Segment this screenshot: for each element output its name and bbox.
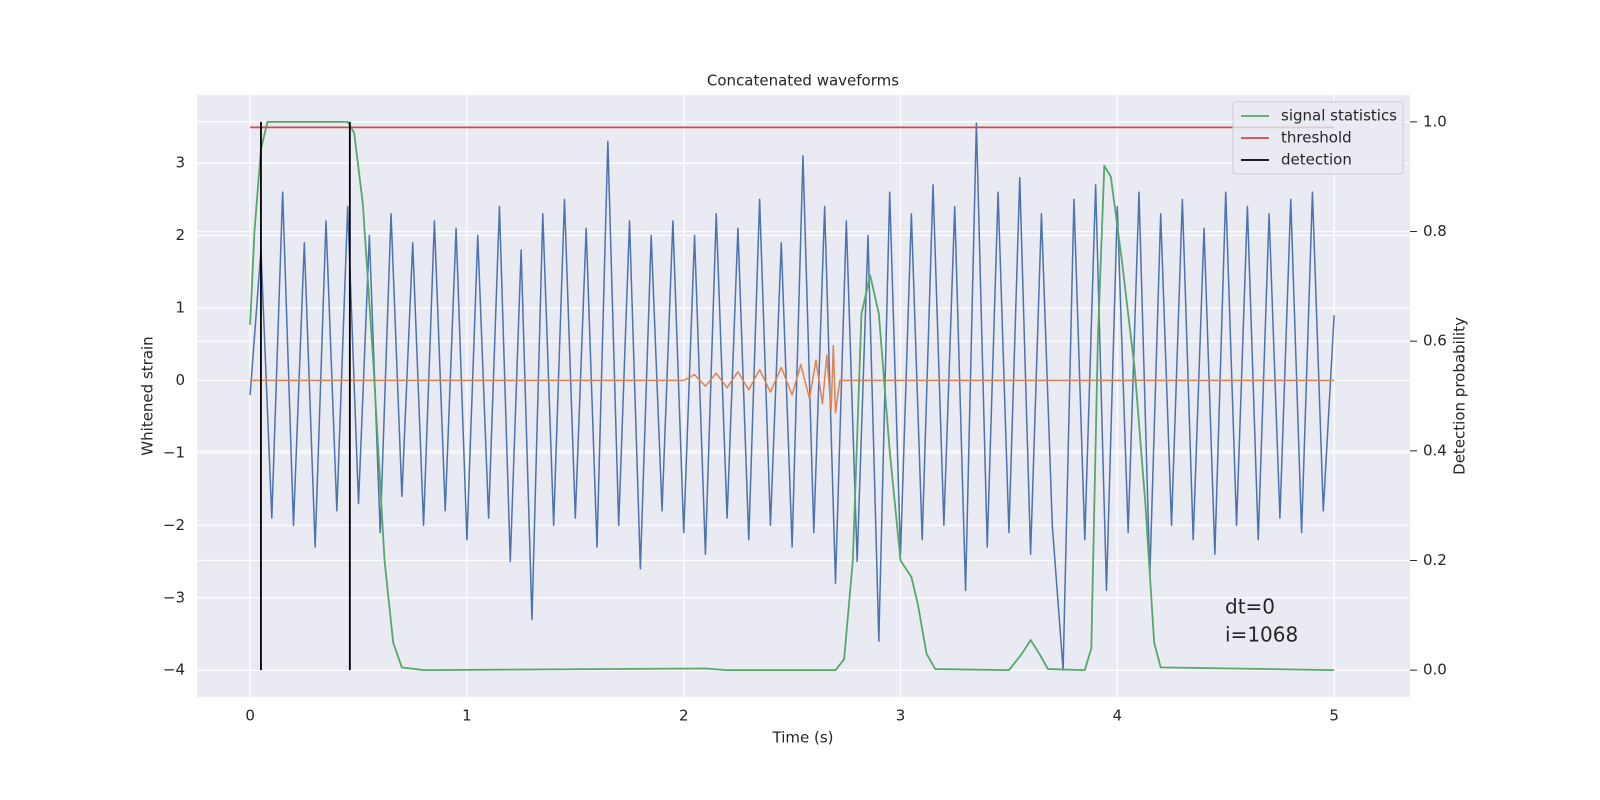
legend-label: threshold: [1281, 129, 1352, 147]
legend-label: signal statistics: [1281, 107, 1397, 125]
y-tick-label: −4: [163, 661, 185, 679]
y-tick-label: −2: [163, 516, 185, 534]
annotation: i=1068: [1225, 623, 1298, 647]
y2-axis-label: Detection probability: [1451, 317, 1469, 475]
series-line: [249, 120, 1335, 672]
x-tick-label: 2: [679, 707, 689, 725]
y2-tick-label: 0.0: [1423, 661, 1447, 679]
y-tick-label: 3: [175, 154, 185, 172]
y2-tick-label: 0.8: [1423, 222, 1447, 240]
x-tick-label: 3: [896, 707, 906, 725]
legend-label: detection: [1281, 151, 1352, 169]
x-tick-label: 4: [1113, 707, 1123, 725]
y-tick-label: 0: [175, 371, 185, 389]
series-line: [250, 344, 1335, 414]
x-tick-label: 0: [245, 707, 255, 725]
legend-box: [1232, 101, 1404, 175]
legend: signal statistics threshold detection: [1232, 101, 1404, 175]
series-line: [249, 122, 1335, 671]
annotation: dt=0: [1225, 595, 1275, 619]
y-tick-label: −3: [163, 588, 185, 606]
chart-title: Concatenated waveforms: [707, 72, 899, 90]
y2-tick-label: 1.0: [1423, 112, 1447, 130]
x-tick-label: 1: [462, 707, 472, 725]
y2-tick-label: 0.4: [1423, 441, 1447, 459]
y-tick-label: 2: [175, 226, 185, 244]
y-tick-label: −1: [163, 443, 185, 461]
y-tick-label: 1: [175, 298, 185, 316]
x-tick-label: 5: [1329, 707, 1339, 725]
y2-tick-label: 0.6: [1423, 332, 1447, 350]
y2-tick-label: 0.2: [1423, 551, 1447, 569]
y-axis-label: Whitened strain: [139, 336, 157, 455]
x-axis-label: Time (s): [772, 729, 834, 747]
